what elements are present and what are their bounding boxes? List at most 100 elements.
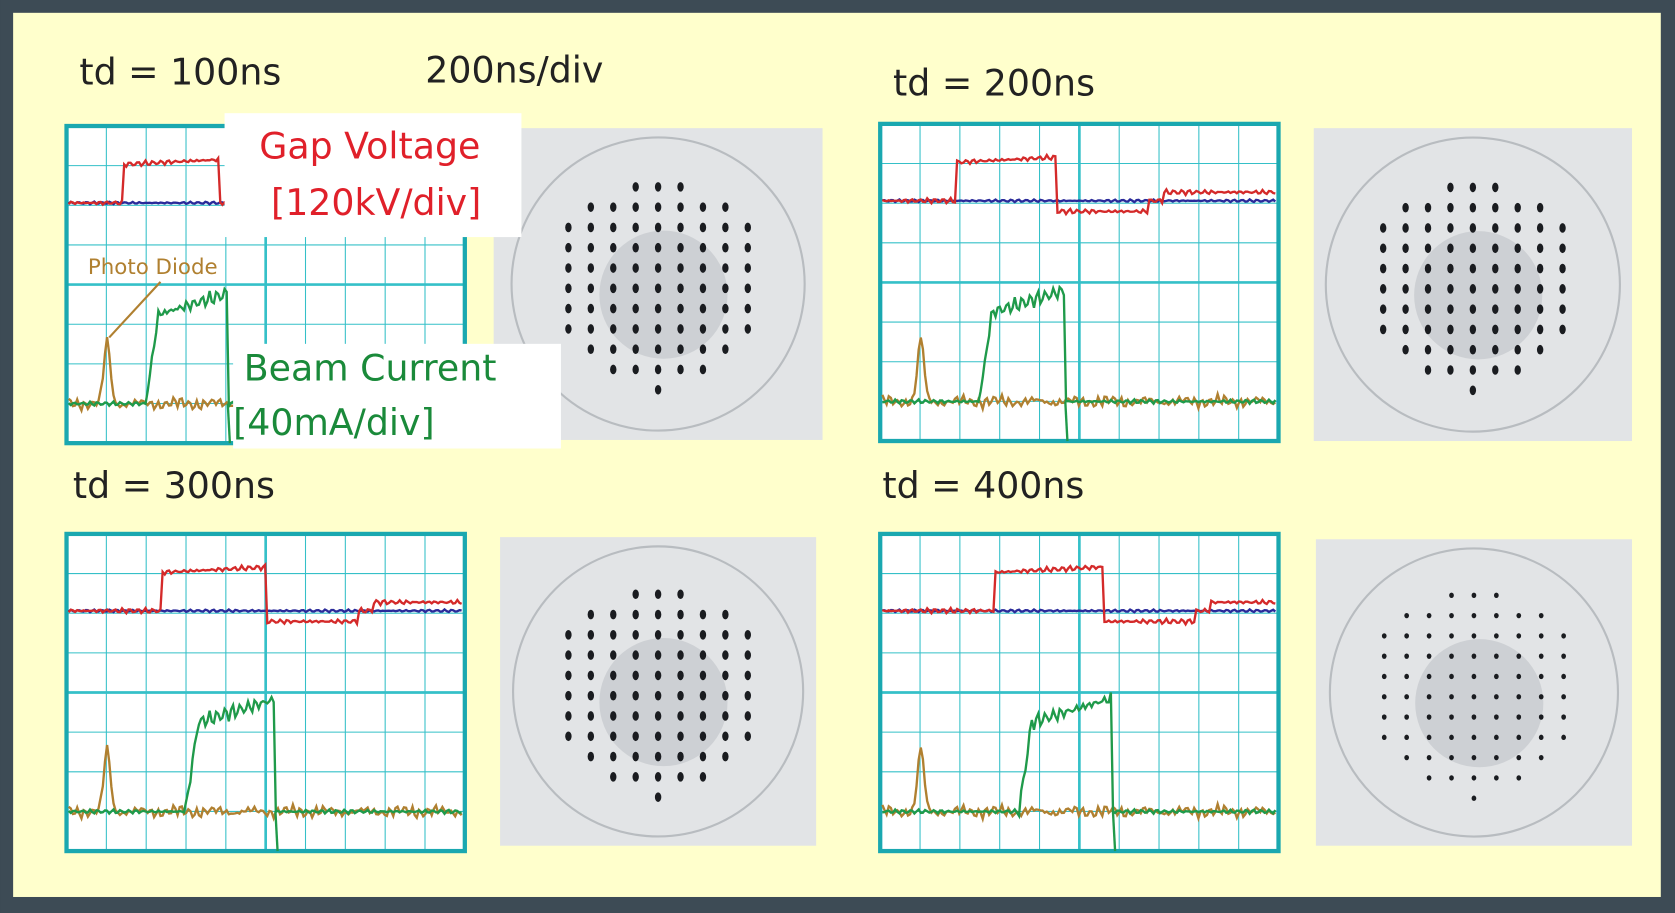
beam-spot <box>565 304 571 314</box>
beam-spot <box>1427 654 1432 659</box>
beam-spot <box>722 752 728 762</box>
beam-spot <box>632 263 638 273</box>
beam-spot <box>1404 613 1409 618</box>
beam-spot <box>1492 203 1498 213</box>
beam-spot <box>700 671 706 681</box>
beam-spot <box>588 223 594 233</box>
beam-spot <box>677 772 683 782</box>
beam-spot <box>1404 674 1409 679</box>
beam-spot <box>655 284 661 294</box>
beam-spot <box>1494 613 1499 618</box>
beam-spot <box>700 243 706 253</box>
beam-spot <box>1516 694 1521 699</box>
beam-spot <box>745 650 751 660</box>
beam-spot <box>1402 264 1408 274</box>
beam-spot <box>1382 714 1387 719</box>
beam-spot <box>1470 304 1476 314</box>
beam-spot <box>655 385 661 395</box>
beam-spot <box>700 263 706 273</box>
beam-spot <box>610 731 616 741</box>
beam-spot <box>1515 264 1521 274</box>
beam-spot <box>632 243 638 253</box>
beam-spot <box>1449 633 1454 638</box>
beam-spot <box>565 263 571 273</box>
beam-spot <box>1537 284 1543 294</box>
beam-spot <box>1472 654 1477 659</box>
beam-spot <box>1516 755 1521 760</box>
beam-spot <box>1470 203 1476 213</box>
beam-spot <box>610 691 616 701</box>
beam-spot <box>1561 633 1566 638</box>
gap-voltage-label: Gap Voltage <box>259 124 480 167</box>
beam-spot <box>1559 284 1565 294</box>
beam-spot <box>1449 613 1454 618</box>
beam-spot <box>655 610 661 620</box>
beam-spot <box>1492 243 1498 253</box>
beam-spot <box>1449 775 1454 780</box>
beam-spot <box>655 243 661 253</box>
beam-spot <box>1449 714 1454 719</box>
beam-spot <box>1539 654 1544 659</box>
beam-spot <box>1516 714 1521 719</box>
beam-spot <box>1515 284 1521 294</box>
beam-spot <box>632 304 638 314</box>
beam-spot <box>1470 385 1476 395</box>
beam-spot <box>745 304 751 314</box>
beam-spot <box>677 182 683 192</box>
beam-spot <box>745 263 751 273</box>
beam-spot <box>677 752 683 762</box>
beam-spot <box>745 223 751 233</box>
beam-current-label: Beam Current <box>244 347 497 390</box>
beam-spot <box>1425 304 1431 314</box>
beam-spot <box>1402 325 1408 335</box>
beam-spot <box>1472 796 1477 801</box>
beam-spot <box>1380 284 1386 294</box>
beam-spot <box>1449 755 1454 760</box>
beam-spot <box>1472 755 1477 760</box>
beam-spot <box>565 284 571 294</box>
beam-spot <box>610 263 616 273</box>
beam-spot <box>1425 345 1431 355</box>
beam-spot <box>655 202 661 212</box>
beam-spot <box>1447 365 1453 375</box>
beam-spot <box>722 202 728 212</box>
beam-spot <box>1494 775 1499 780</box>
beam-spot <box>632 344 638 354</box>
beam-spot <box>1425 243 1431 253</box>
beam-spot <box>1449 593 1454 598</box>
beam-spot <box>1537 223 1543 233</box>
beam-spot <box>610 772 616 782</box>
beam-spot <box>588 691 594 701</box>
beam-spot <box>565 630 571 640</box>
beam-spot <box>745 731 751 741</box>
beam-spot <box>1494 633 1499 638</box>
beam-spot <box>1380 264 1386 274</box>
beam-spot <box>745 243 751 253</box>
beam-spot <box>565 711 571 721</box>
beam-spot <box>1447 243 1453 253</box>
slide: td = 100ns 200ns/div td = 200ns td = 300… <box>0 0 1675 913</box>
beam-spot <box>1516 735 1521 740</box>
beam-spot <box>1425 264 1431 274</box>
beam-spot <box>1447 304 1453 314</box>
beam-spot <box>677 589 683 599</box>
beam-spot <box>1472 735 1477 740</box>
beam-spot <box>1515 243 1521 253</box>
beam-spot <box>588 610 594 620</box>
beam-spot <box>700 650 706 660</box>
beam-spot <box>1492 223 1498 233</box>
beam-spot <box>655 630 661 640</box>
beam-spot <box>745 630 751 640</box>
beam-image-haze <box>1414 231 1542 359</box>
beam-spot <box>1449 674 1454 679</box>
beam-spot <box>677 263 683 273</box>
beam-spot <box>655 731 661 741</box>
beam-spot <box>1404 654 1409 659</box>
timebase: 200ns/div <box>425 49 603 92</box>
beam-spot <box>1537 243 1543 253</box>
beam-spot <box>745 284 751 294</box>
beam-spot <box>1559 243 1565 253</box>
beam-spot <box>677 324 683 334</box>
beam-spot <box>1539 714 1544 719</box>
beam-spot <box>677 630 683 640</box>
